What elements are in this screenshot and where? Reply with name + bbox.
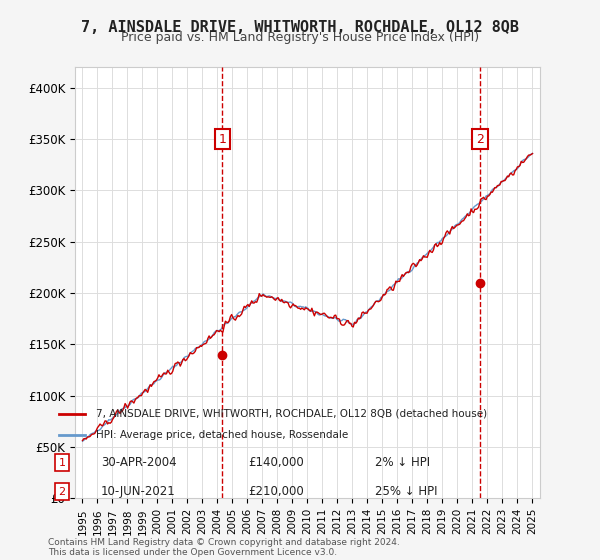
Text: 2: 2 xyxy=(476,133,484,146)
Text: 30-APR-2004: 30-APR-2004 xyxy=(101,456,176,469)
Text: 2: 2 xyxy=(59,487,65,497)
Text: Price paid vs. HM Land Registry's House Price Index (HPI): Price paid vs. HM Land Registry's House … xyxy=(121,31,479,44)
Text: Contains HM Land Registry data © Crown copyright and database right 2024.
This d: Contains HM Land Registry data © Crown c… xyxy=(48,538,400,557)
Text: 1: 1 xyxy=(59,458,65,468)
Text: 7, AINSDALE DRIVE, WHITWORTH, ROCHDALE, OL12 8QB (detached house): 7, AINSDALE DRIVE, WHITWORTH, ROCHDALE, … xyxy=(95,409,487,419)
Text: £140,000: £140,000 xyxy=(248,456,304,469)
Text: 2% ↓ HPI: 2% ↓ HPI xyxy=(376,456,430,469)
Text: 7, AINSDALE DRIVE, WHITWORTH, ROCHDALE, OL12 8QB: 7, AINSDALE DRIVE, WHITWORTH, ROCHDALE, … xyxy=(81,20,519,35)
Text: £210,000: £210,000 xyxy=(248,485,304,498)
Text: 1: 1 xyxy=(218,133,226,146)
Text: HPI: Average price, detached house, Rossendale: HPI: Average price, detached house, Ross… xyxy=(95,430,348,440)
Text: 10-JUN-2021: 10-JUN-2021 xyxy=(101,485,176,498)
Text: 25% ↓ HPI: 25% ↓ HPI xyxy=(376,485,438,498)
